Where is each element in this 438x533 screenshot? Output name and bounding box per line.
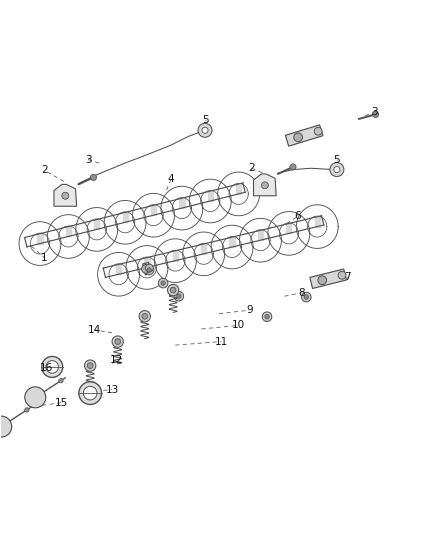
Text: 4: 4 [168,174,174,184]
Polygon shape [286,224,291,233]
Text: 1: 1 [41,253,48,263]
Circle shape [142,313,148,319]
Circle shape [198,123,212,138]
Text: 7: 7 [345,272,351,282]
Polygon shape [123,213,128,222]
Polygon shape [258,231,263,240]
Text: 5: 5 [334,155,340,165]
Text: 6: 6 [294,211,301,221]
Polygon shape [310,269,346,288]
Polygon shape [236,184,241,194]
Circle shape [59,378,63,383]
Circle shape [147,268,151,272]
Circle shape [158,278,168,288]
Circle shape [141,264,150,273]
Circle shape [25,408,29,412]
Circle shape [170,287,176,293]
Circle shape [0,416,12,437]
Circle shape [25,387,46,408]
Text: 15: 15 [54,398,67,408]
Polygon shape [201,245,206,254]
Circle shape [79,382,102,405]
Circle shape [115,339,120,344]
Circle shape [330,163,344,176]
Circle shape [261,182,268,189]
Polygon shape [151,206,156,215]
Circle shape [373,111,378,117]
Polygon shape [314,217,320,227]
Circle shape [139,311,150,322]
Circle shape [177,294,181,298]
Text: 14: 14 [88,325,101,335]
Circle shape [262,312,272,321]
Polygon shape [254,174,276,196]
Polygon shape [66,227,71,237]
Circle shape [83,386,97,400]
Text: 2: 2 [248,163,255,173]
Polygon shape [94,220,99,229]
Text: 11: 11 [215,337,228,346]
Circle shape [290,164,296,170]
Text: 5: 5 [203,115,209,125]
Text: 10: 10 [232,320,245,330]
Circle shape [301,292,311,302]
Circle shape [304,295,308,299]
Polygon shape [145,258,150,268]
Circle shape [314,127,322,135]
Polygon shape [116,265,121,274]
Circle shape [202,127,208,133]
Text: 2: 2 [41,165,48,175]
Circle shape [145,264,153,272]
Circle shape [318,276,327,285]
Polygon shape [230,238,235,247]
Circle shape [145,265,154,275]
Circle shape [334,166,340,173]
Circle shape [167,285,179,296]
Polygon shape [208,192,213,201]
Circle shape [294,133,303,142]
Text: 9: 9 [246,305,253,315]
Circle shape [85,360,96,372]
Text: 13: 13 [106,385,119,394]
Circle shape [90,174,96,181]
Polygon shape [286,125,323,146]
Circle shape [87,363,93,368]
Circle shape [46,361,59,373]
Circle shape [161,281,165,285]
Polygon shape [179,199,184,208]
Circle shape [338,271,346,279]
Polygon shape [37,235,42,244]
Circle shape [265,314,269,319]
Polygon shape [173,251,178,261]
Text: 8: 8 [299,288,305,298]
Text: 12: 12 [110,356,123,365]
Text: 3: 3 [85,155,92,165]
Circle shape [62,192,69,199]
Circle shape [112,336,124,348]
Text: 3: 3 [371,107,377,117]
Polygon shape [143,262,151,275]
Text: 16: 16 [40,363,53,373]
Circle shape [174,292,184,301]
Polygon shape [54,184,77,206]
Circle shape [42,357,63,377]
